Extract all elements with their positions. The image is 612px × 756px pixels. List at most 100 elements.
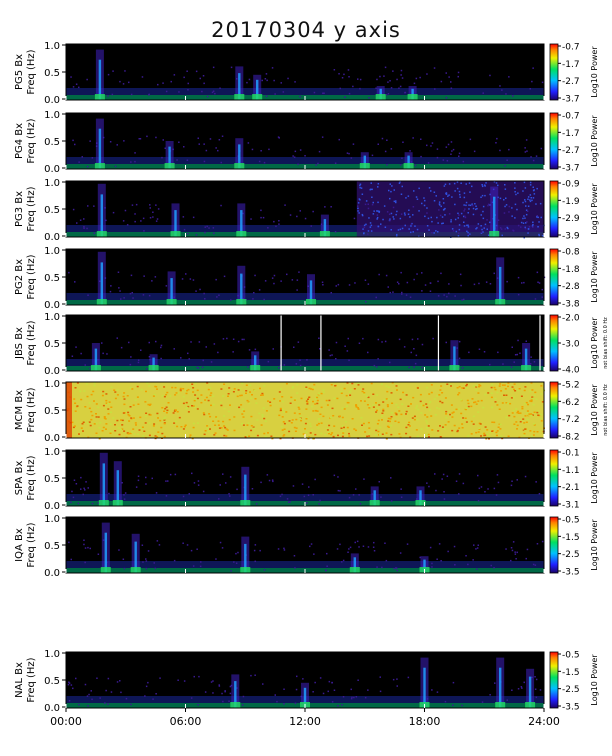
noise-speck [476,568,478,570]
noise-speck [260,216,262,219]
noise-speck [389,361,391,364]
noise-speck [441,426,444,428]
emission-burst-base [170,231,181,237]
noise-speck [220,161,222,164]
noise-speck [467,233,470,236]
noise-speck [471,203,473,205]
noise-speck [74,387,77,389]
low-freq-band-upper [66,157,544,164]
noise-speck [132,297,134,299]
noise-speck [242,695,245,698]
noise-speck [189,434,192,436]
noise-speck [279,409,282,411]
noise-speck [386,390,389,393]
noise-speck [247,401,250,403]
noise-speck [365,301,367,303]
noise-speck [70,558,72,561]
noise-speck [254,348,257,351]
noise-speck [297,341,300,343]
noise-speck [463,210,465,212]
noise-speck [188,493,190,495]
noise-speck [476,227,478,229]
y-tick-label: 1.0 [44,246,60,257]
noise-speck [335,285,337,287]
noise-speck [304,428,306,430]
noise-speck [399,228,402,231]
noise-speck [483,351,486,353]
noise-speck [309,545,311,548]
noise-speck [493,181,496,183]
noise-speck [356,540,359,543]
noise-speck [318,392,320,394]
noise-speck [255,402,258,404]
noise-speck [98,435,101,438]
noise-speck [405,432,408,435]
noise-speck [361,424,363,426]
noise-speck [68,700,71,702]
noise-speck [460,212,463,215]
noise-speck [413,415,416,418]
noise-speck [263,417,266,420]
noise-speck [149,414,152,416]
noise-speck [357,78,359,80]
noise-speck [97,416,100,418]
noise-speck [387,81,389,83]
noise-speck [431,232,433,234]
noise-speck [367,396,370,399]
noise-speck [123,140,125,142]
noise-speck [196,397,199,400]
noise-speck [241,413,244,415]
noise-speck [139,138,142,140]
noise-speck [305,386,308,388]
broadband-noise [356,181,544,237]
colorbar-label: Log10 Power [590,46,599,98]
colorbar-tick-label: -2.0 [562,314,580,324]
noise-speck [461,427,464,429]
noise-speck [342,696,345,698]
noise-speck [296,675,298,678]
noise-speck [161,156,163,159]
noise-speck [532,563,535,566]
noise-speck [375,402,377,404]
noise-speck [308,396,311,398]
noise-speck [214,424,217,426]
noise-speck [500,435,503,437]
noise-speck [519,352,521,354]
noise-speck [373,364,376,367]
noise-speck [156,412,159,415]
noise-speck [267,360,270,363]
noise-speck [212,420,215,422]
noise-speck [124,209,127,212]
noise-speck [137,359,140,361]
noise-speck [399,398,402,401]
noise-speck [95,403,98,405]
emission-burst-core [240,210,243,237]
noise-speck [159,419,162,422]
colorbar-tick-label: -3.9 [562,232,580,242]
noise-speck [398,433,401,435]
noise-speck [396,389,398,391]
noise-speck [364,279,367,281]
noise-speck [461,423,464,425]
noise-speck [468,204,470,206]
noise-speck [413,366,415,368]
noise-speck [357,202,360,204]
noise-speck [319,348,321,350]
noise-speck [185,273,187,275]
colorbar-label: Log10 Power [590,654,599,706]
noise-speck [350,388,353,391]
noise-speck [296,384,299,386]
noise-speck [398,283,400,285]
noise-speck [146,382,149,384]
noise-speck [457,212,459,215]
noise-speck [512,541,515,543]
noise-speck [340,388,343,390]
noise-speck [486,433,489,436]
noise-speck [214,432,217,434]
noise-speck [396,281,399,283]
noise-speck [159,677,161,679]
noise-speck [431,689,433,691]
noise-speck [208,413,211,415]
noise-speck [438,408,441,410]
